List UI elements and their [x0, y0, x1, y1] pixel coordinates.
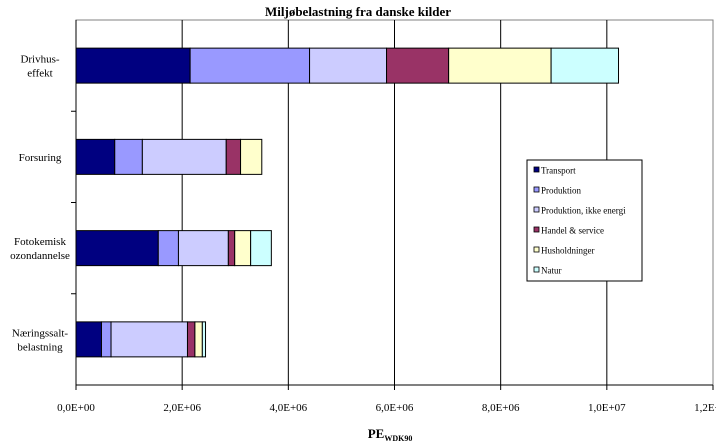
legend-label: Natur — [541, 266, 562, 276]
bar-segment — [75, 47, 191, 84]
x-tick-label: 8,0E+06 — [482, 402, 520, 414]
bar-segment — [75, 230, 159, 267]
x-tick-label: 0,0E+00 — [57, 402, 95, 414]
bar-segment — [448, 47, 552, 84]
bar-segment — [225, 138, 242, 175]
category-label: effekt — [27, 68, 52, 80]
category-label: Forsuring — [19, 152, 62, 164]
chart-title: Miljøbelastning fra danske kilder — [265, 4, 451, 19]
bar-segment — [194, 321, 203, 358]
category-labels: Drivhus-effekt Forsuring Fotokemisk ozondan… — [10, 54, 76, 353]
bar-segment — [189, 47, 311, 84]
legend-label: Husholdninger — [541, 246, 595, 256]
category-label: belastning — [17, 341, 63, 353]
category-label: Næringssalt- — [12, 327, 69, 339]
bar-segment — [141, 138, 227, 175]
legend-swatch — [533, 246, 540, 253]
bar-segment — [110, 321, 188, 358]
bar-segment — [250, 230, 272, 267]
x-tick-label: 1,2E+07 — [694, 402, 716, 414]
category-label: ozondannelse — [10, 250, 70, 262]
x-tick-label: 2,0E+06 — [163, 402, 201, 414]
legend-swatch — [533, 186, 540, 193]
bar-segment — [234, 230, 252, 267]
x-axis-ticks: 0,0E+00 2,0E+06 4,0E+06 6,0E+06 8,0E+06 1,0E+… — [57, 385, 716, 414]
category-label: Fotokemisk — [14, 236, 66, 248]
bar-segment — [75, 138, 116, 175]
x-tick-label: 4,0E+06 — [269, 402, 307, 414]
bar-segment — [177, 230, 229, 267]
legend-swatch — [533, 226, 540, 233]
legend-label: Transport — [541, 166, 576, 176]
legend-label: Produktion, ikke energi — [541, 206, 626, 216]
legend-swatch — [533, 206, 540, 213]
legend-label: Produktion — [541, 186, 582, 196]
x-axis-label-subscript: WDK90 — [384, 434, 412, 442]
x-tick-label: 1,0E+07 — [588, 402, 626, 414]
bar-segment — [386, 47, 450, 84]
legend-swatch — [533, 166, 540, 173]
bar-segment — [114, 138, 143, 175]
x-tick-label: 6,0E+06 — [376, 402, 414, 414]
bar-segment — [240, 138, 263, 175]
bar-segment — [550, 47, 620, 84]
bars — [75, 47, 620, 358]
bar-segment — [157, 230, 179, 267]
legend-label: Handel & service — [541, 226, 604, 236]
x-axis-label-main: PE — [368, 426, 385, 441]
bar-segment — [201, 321, 207, 358]
legend: Transport Produktion Produktion, ikke ener… — [526, 159, 643, 282]
legend-box — [526, 159, 643, 282]
x-axis-label: PEWDK90 — [368, 426, 413, 442]
bar-segment — [100, 321, 112, 358]
bar-segment — [75, 321, 102, 358]
bar-segment — [227, 230, 236, 267]
category-label: Drivhus- — [20, 54, 59, 66]
bar-segment — [186, 321, 196, 358]
legend-swatch — [533, 266, 540, 273]
bar-segment — [309, 47, 388, 84]
